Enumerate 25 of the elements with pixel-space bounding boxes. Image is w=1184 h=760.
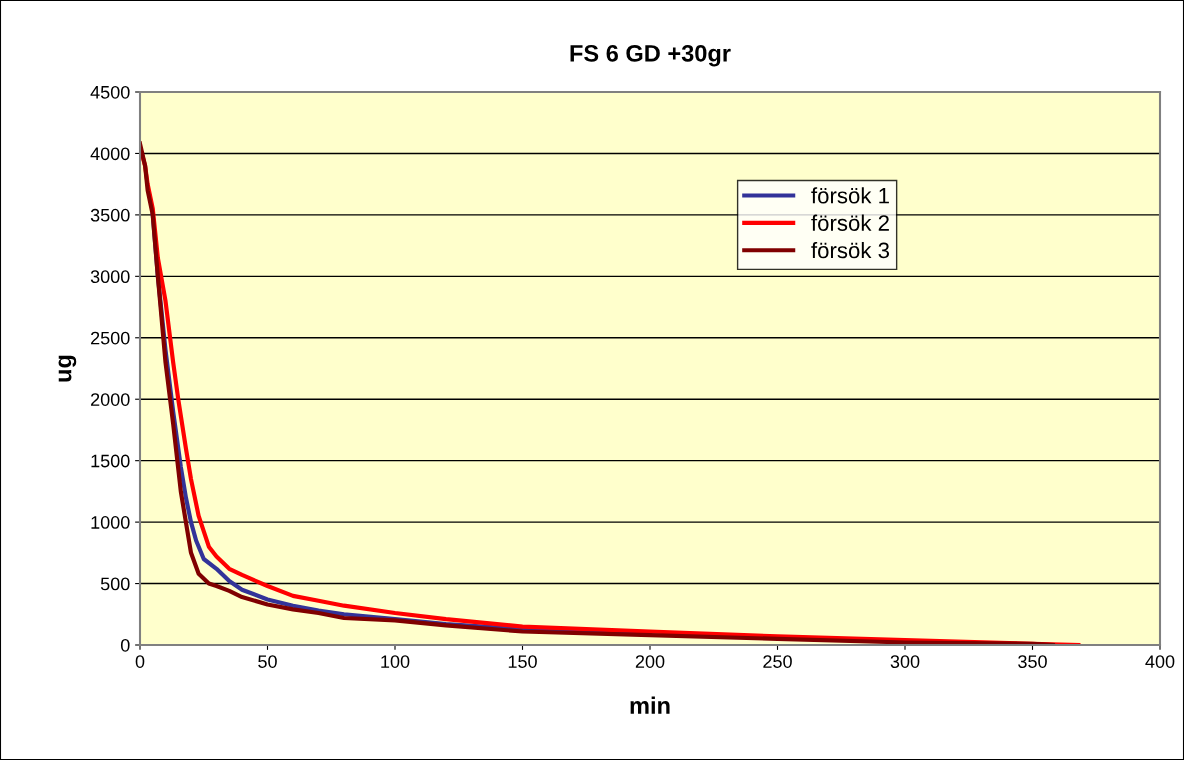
y-axis-title: ug — [58, 355, 77, 382]
x-tick-label: 150 — [508, 655, 537, 668]
y-tick-label: 2500 — [91, 331, 130, 345]
y-tick-label: 4500 — [90, 85, 130, 99]
y-tick-label: 3500 — [90, 208, 130, 222]
y-tick-label: 500 — [100, 577, 130, 591]
x-tick-label: 50 — [258, 655, 277, 668]
x-tick-label: 250 — [763, 655, 792, 668]
y-tick-label: 1500 — [91, 454, 130, 468]
x-axis-title: min — [630, 696, 670, 714]
x-tick-label: 100 — [381, 655, 410, 668]
legend-label: försök 1 — [811, 187, 889, 204]
y-tick-label: 2000 — [91, 393, 130, 406]
legend-label: försök 2 — [811, 214, 889, 231]
x-tick-label: 0 — [135, 655, 145, 668]
y-tick-label: 3000 — [90, 270, 130, 284]
x-tick-label: 300 — [890, 655, 920, 668]
x-tick-label: 400 — [1145, 655, 1175, 668]
x-tick-label: 350 — [1018, 655, 1047, 668]
x-tick-label: 200 — [635, 655, 665, 668]
y-tick-label: 0 — [120, 638, 130, 652]
legend-label: försök 3 — [811, 241, 890, 259]
y-tick-label: 1000 — [91, 516, 130, 529]
chart-title: FS 6 GD +30gr — [570, 44, 731, 67]
y-tick-label: 4000 — [90, 147, 130, 161]
